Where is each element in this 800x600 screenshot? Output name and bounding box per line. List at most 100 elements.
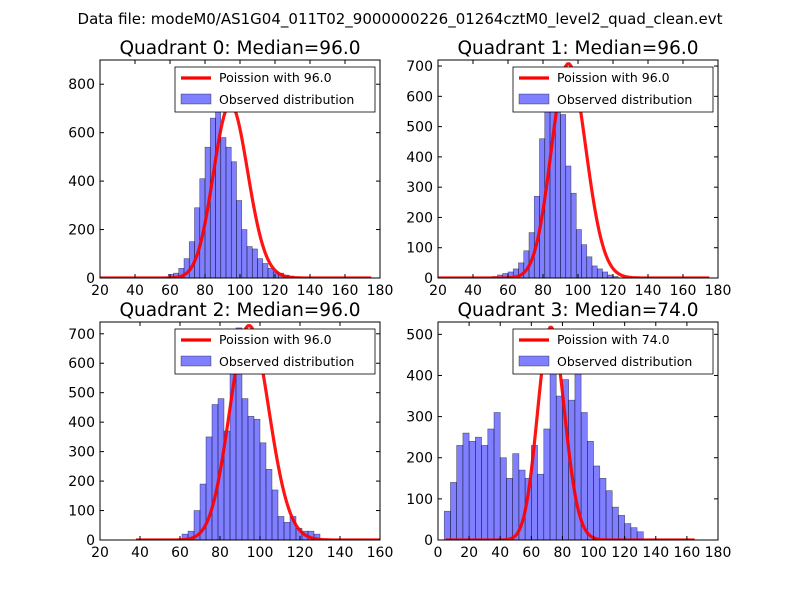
histogram-bar <box>575 229 582 278</box>
poisson-curve <box>445 325 695 540</box>
histogram-bar <box>450 482 457 540</box>
x-tick-label: 80 <box>554 545 572 561</box>
x-tick-label: 140 <box>635 283 662 299</box>
histogram-bar <box>618 515 625 540</box>
histogram-bar <box>630 527 638 540</box>
y-tick-label: 300 <box>406 410 433 426</box>
y-tick-label: 200 <box>406 210 433 226</box>
axes-frame <box>437 321 719 541</box>
y-tick-label: 700 <box>406 59 433 75</box>
legend-label-observed: Observed distribution <box>557 92 692 107</box>
x-tick-label: 180 <box>367 283 394 299</box>
x-tick-label: 120 <box>262 283 289 299</box>
x-tick-label: 120 <box>287 545 314 561</box>
legend-label-poisson: Poission with 96.0 <box>219 332 332 347</box>
legend-label-observed: Observed distribution <box>219 354 354 369</box>
histogram-bar <box>581 244 588 278</box>
legend: Poission with 96.0 Observed distribution <box>174 66 376 113</box>
x-tick-label: 0 <box>434 545 443 561</box>
y-tick-label: 0 <box>86 271 95 287</box>
y-tick-label: 400 <box>68 415 95 431</box>
panel-quadrant-0: Quadrant 0: Median=96.0 20 40 60 80 100 120 14… <box>68 38 393 299</box>
x-tick-label: 180 <box>705 283 732 299</box>
histogram-bar <box>555 395 563 540</box>
legend-bar-swatch <box>180 93 212 105</box>
legend: Poission with 96.0 Observed distribution <box>512 66 714 113</box>
histogram-bar <box>194 207 201 278</box>
plot-area <box>443 325 695 540</box>
histogram-bar <box>475 436 482 540</box>
x-tick-label: 60 <box>171 545 189 561</box>
x-tick-label: 40 <box>464 283 482 299</box>
x-tick-label: 80 <box>534 283 552 299</box>
histogram-bar <box>251 248 258 278</box>
histogram-bar <box>593 465 601 540</box>
panel-title: Quadrant 1: Median=96.0 <box>457 38 698 59</box>
y-tick-label: 300 <box>406 180 433 196</box>
histogram-bar <box>599 478 607 540</box>
legend-bar-swatch <box>518 355 550 367</box>
histogram-bar <box>570 192 577 278</box>
histogram-bar <box>596 268 603 278</box>
y-tick-label: 500 <box>406 120 433 136</box>
histogram-bar <box>241 229 248 278</box>
x-tick-label: 160 <box>670 283 697 299</box>
panel-title: Quadrant 2: Median=96.0 <box>119 300 360 321</box>
histogram-bar <box>253 418 261 540</box>
legend-label-observed: Observed distribution <box>557 354 692 369</box>
x-tick-label: 100 <box>227 283 254 299</box>
y-tick-label: 0 <box>424 533 433 549</box>
legend-label-observed: Observed distribution <box>219 92 354 107</box>
histogram-bar <box>262 263 269 278</box>
histogram-bar <box>560 114 567 278</box>
x-tick-label: 160 <box>367 545 394 561</box>
y-tick-label: 600 <box>68 126 95 142</box>
y-tick-label: 400 <box>68 174 95 190</box>
histogram-bar <box>443 510 451 540</box>
x-tick-label: 60 <box>522 545 540 561</box>
x-tick-label: 40 <box>126 283 144 299</box>
x-tick-label: 60 <box>161 283 179 299</box>
y-tick-label: 300 <box>68 445 95 461</box>
histogram-bar <box>236 200 243 278</box>
legend-label-poisson: Poission with 96.0 <box>219 70 332 85</box>
histogram-bar <box>543 428 551 540</box>
legend: Poission with 74.0 Observed distribution <box>512 328 714 375</box>
histogram-bar <box>481 445 489 540</box>
x-tick-label: 140 <box>327 545 354 561</box>
y-tick-label: 200 <box>406 451 433 467</box>
histogram-bar <box>499 457 507 540</box>
legend-bar-swatch <box>180 355 212 367</box>
legend-box <box>174 66 376 113</box>
x-tick-label: 180 <box>705 545 732 561</box>
panel-quadrant-3: Quadrant 3: Median=74.0 0 20 40 60 80 100 120 1… <box>406 300 731 561</box>
x-tick-label: 20 <box>91 283 109 299</box>
histogram-bar <box>220 137 227 278</box>
x-tick-label: 160 <box>674 545 701 561</box>
x-tick-label: 120 <box>600 283 627 299</box>
x-tick-label: 120 <box>611 545 638 561</box>
histogram-bar <box>537 473 545 540</box>
histogram-bar <box>587 440 594 540</box>
histogram-bar <box>277 516 285 540</box>
y-tick-label: 0 <box>424 271 433 287</box>
y-tick-label: 800 <box>68 77 95 93</box>
histogram-bar <box>468 440 476 540</box>
x-tick-label: 80 <box>196 283 214 299</box>
legend-box <box>512 328 714 375</box>
legend-bar-swatch <box>518 93 550 105</box>
x-tick-label: 20 <box>91 545 109 561</box>
y-tick-label: 600 <box>406 89 433 105</box>
panel-title: Quadrant 3: Median=74.0 <box>457 300 698 321</box>
x-tick-label: 160 <box>332 283 359 299</box>
legend-box <box>174 328 376 375</box>
x-tick-label: 80 <box>211 545 229 561</box>
panel-title: Quadrant 0: Median=96.0 <box>119 38 360 59</box>
y-tick-label: 100 <box>406 241 433 257</box>
legend-label-poisson: Poission with 74.0 <box>557 332 670 347</box>
y-tick-label: 0 <box>86 533 95 549</box>
legend-label-poisson: Poission with 96.0 <box>557 70 670 85</box>
histogram-bar <box>602 271 609 278</box>
histogram-bar <box>257 258 264 278</box>
histogram-bar <box>211 404 219 540</box>
